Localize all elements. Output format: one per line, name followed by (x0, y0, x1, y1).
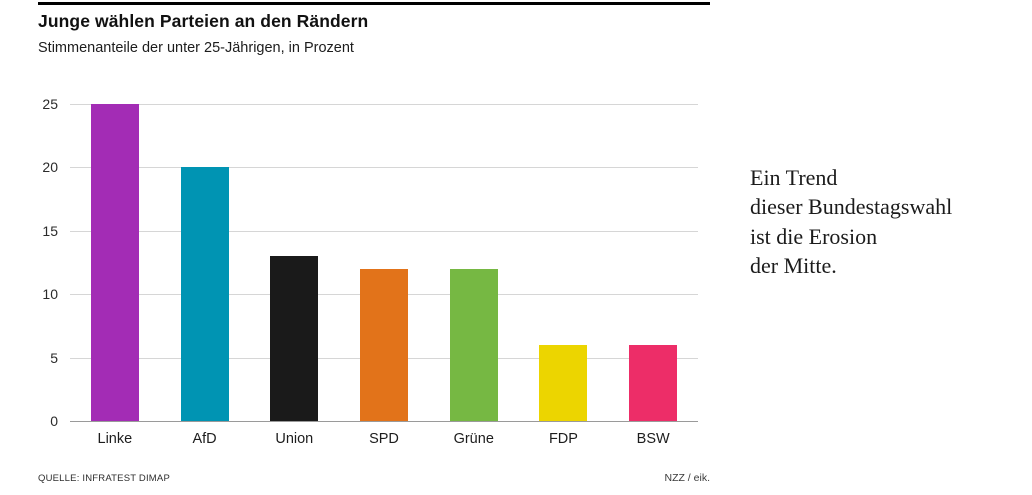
annotation-line: dieser Bundestagswahl (750, 194, 953, 220)
y-tick-label: 15 (42, 222, 58, 239)
gridline-20 (70, 167, 698, 169)
x-tick-label: BSW (636, 431, 670, 447)
chart-footer: QUELLE: INFRATEST DIMAP NZZ / eik. (38, 472, 710, 484)
x-axis-labels: Linke AfD Union SPD Grüne FDP BSW (70, 431, 698, 447)
x-tick-label: Union (275, 431, 314, 447)
y-tick-label: 10 (42, 286, 58, 303)
plot-area: 0 5 10 15 20 25 Linke AfD Union SPD Grüne FDP BSW (38, 96, 698, 447)
chart-subtitle: Stimmenanteile der unter 25-Jährigen, in… (38, 40, 354, 56)
gridline-25 (70, 104, 698, 105)
y-tick-label: 0 (50, 413, 58, 429)
bars (70, 103, 698, 421)
bar-bsw (629, 344, 678, 421)
bar-spd (360, 268, 409, 421)
y-tick-label: 25 (42, 96, 58, 112)
x-tick-label: SPD (369, 431, 399, 447)
source-note: QUELLE: INFRATEST DIMAP (38, 473, 170, 484)
bar-slot (339, 103, 429, 421)
credit-note: NZZ / eik. (664, 472, 710, 484)
x-tick-label: FDP (548, 431, 578, 447)
annotation-line: ist die Erosion (750, 223, 878, 249)
bar-afd (180, 167, 229, 421)
annotation-line: Ein Trend (750, 165, 838, 190)
bar-slot (608, 103, 698, 421)
bar-linke (90, 104, 139, 421)
y-axis: 0 5 10 15 20 25 (38, 96, 58, 429)
bar-slot (160, 103, 250, 421)
gridline-0 (70, 421, 698, 422)
x-tick-label: Linke (97, 431, 133, 447)
bar-fdp (539, 344, 588, 421)
bar-union (270, 256, 319, 421)
x-tick-label: Grüne (453, 431, 494, 447)
annotation-line: der Mitte. (750, 252, 837, 278)
y-tick-label: 5 (50, 349, 58, 366)
bar-chart: Junge wählen Parteien an den Rändern Sti… (38, 2, 710, 484)
annotation-text: Ein Trend dieser Bundestagswahl ist die … (750, 163, 1020, 280)
top-rule (38, 2, 710, 5)
bar-slot (249, 103, 339, 421)
bar-slot (70, 103, 160, 421)
y-tick-label: 20 (42, 159, 58, 176)
bar-slot (429, 103, 519, 421)
bar-grüne (449, 268, 498, 421)
chart-title: Junge wählen Parteien an den Rändern (38, 11, 369, 31)
gridline-15 (70, 230, 698, 232)
x-tick-label: AfD (192, 431, 217, 447)
bar-slot (519, 103, 609, 421)
